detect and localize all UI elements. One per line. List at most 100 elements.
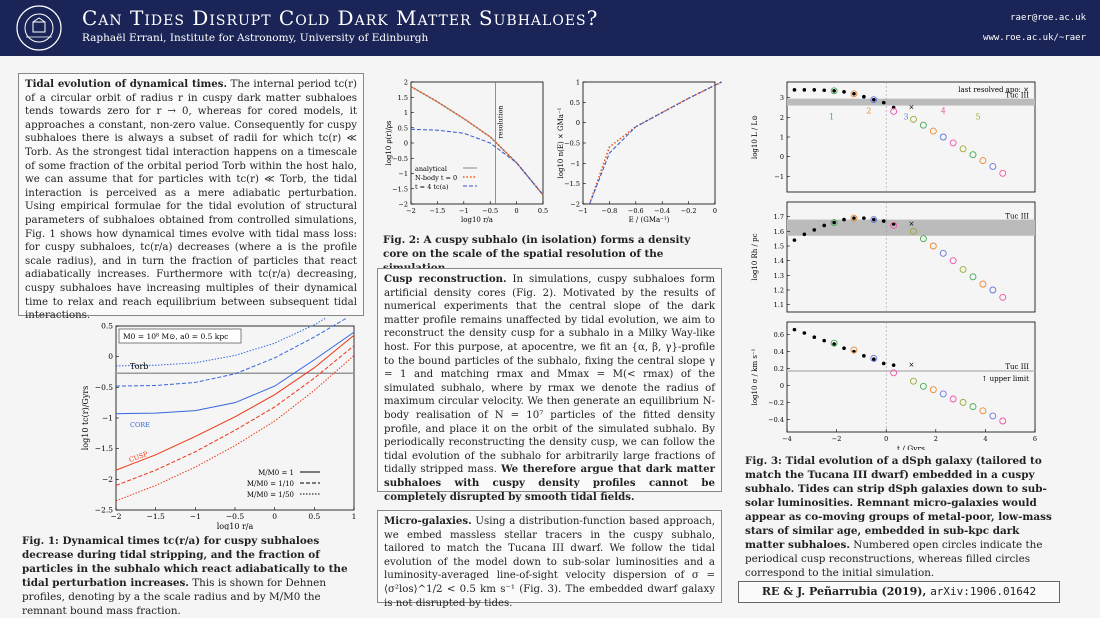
y-tick-label: 0.6 [774, 331, 784, 339]
y-tick-label: 1.5 [774, 243, 784, 251]
box1-text: The internal period tc(r) of a circular … [25, 79, 357, 322]
open-point [959, 145, 967, 153]
filled-point [881, 100, 886, 105]
open-point [870, 216, 878, 224]
open-point [890, 108, 898, 115]
open-point [959, 266, 967, 273]
fig1-series-line [115, 355, 355, 502]
box3-text: Using a distribution-function based appr… [384, 516, 715, 609]
fig3-caption-rest: Numbered open circles indicate the perio… [745, 539, 1043, 579]
tuc-label: Tuc III [1005, 92, 1029, 100]
filled-point [822, 223, 826, 228]
y-tick-label: 1.2 [774, 287, 784, 295]
filled-point [802, 88, 807, 92]
y-tick-label: 1.6 [774, 228, 784, 236]
y-tick-label: −2 [102, 475, 113, 484]
y-tick-label: −1.5 [95, 444, 113, 453]
poster-authors: Raphaël Errani, Institute for Astronomy,… [82, 32, 429, 44]
x-tick-label: 4 [983, 435, 987, 443]
x-tick-label: −1.5 [147, 512, 165, 521]
y-tick-label: 0.4 [774, 348, 784, 356]
open-point [910, 115, 917, 123]
open-point [939, 133, 947, 141]
tuc-label: Tuc III [1005, 213, 1029, 221]
panel-frame [786, 321, 1036, 433]
y-tick-label: 0.5 [398, 124, 408, 132]
open-point [949, 257, 957, 265]
filled-point [862, 94, 866, 99]
y-tick-label: −1 [398, 170, 408, 178]
x-tick-label: −0.5 [226, 512, 244, 521]
x-tick-label: −1 [459, 207, 469, 215]
x-tick-label: 0 [713, 207, 717, 215]
tuc-band [787, 98, 1035, 106]
open-point [910, 377, 917, 385]
reconstruction-marker: 1 [829, 112, 834, 121]
open-point [910, 227, 917, 235]
x-axis-label: log10 r/a [461, 216, 493, 224]
open-point [969, 151, 977, 159]
filled-point [802, 331, 807, 335]
open-point [999, 293, 1007, 301]
y-tick-label: 0.2 [774, 365, 784, 373]
y-tick-label: 0.5 [570, 99, 580, 107]
plot-frame [582, 81, 716, 205]
y-tick-label: −2 [570, 201, 580, 209]
y-axis-label: log10 ρ(r)/ρs [385, 120, 393, 165]
box2-bold: We therefore argue that dark matter subh… [384, 463, 715, 503]
box-cusp-reconstruction: Cusp reconstruction. In simulations, cus… [377, 268, 722, 503]
y-tick-label: 0 [780, 382, 784, 390]
box1-heading: Tidal evolution of dynamical times. [25, 78, 228, 90]
x-tick-label: −0.5 [482, 207, 498, 215]
y-tick-label: 0 [404, 140, 408, 148]
y-tick-label: 0 [780, 153, 784, 161]
tuc-band [787, 370, 1035, 372]
open-point [870, 354, 878, 362]
x-axis-label: log10 r/a [217, 522, 254, 530]
x-tick-label: 0.5 [308, 512, 320, 521]
open-point [969, 273, 977, 281]
legend-label: t = 4 tc(a) [415, 183, 449, 191]
last-resolved-marker: × [909, 220, 915, 228]
core-label: CORE [130, 421, 150, 429]
poster-header: Can Tides Disrupt Cold Dark Matter Subha… [0, 0, 1100, 56]
arxiv-link[interactable]: arXiv:1906.01642 [930, 585, 1037, 598]
x-tick-label: 0 [515, 207, 519, 215]
resolution-label: resolution [496, 105, 504, 138]
filled-point [792, 238, 797, 242]
filled-point [812, 228, 817, 232]
fig1-caption-bold: Fig. 1: Dynamical times tc(r/a) for cusp… [22, 535, 348, 589]
contact-url[interactable]: www.roe.ac.uk/~raer [983, 33, 1086, 43]
y-tick-label: 1 [404, 109, 408, 117]
label-box-text: M0 = 10⁸ M⊙, a0 = 0.5 kpc [123, 332, 228, 341]
last-resolved-marker: × [909, 361, 915, 369]
y-tick-label: −1.5 [392, 185, 408, 193]
y-tick-label: −1 [102, 414, 113, 423]
x-tick-label: −0.2 [681, 207, 697, 215]
y-tick-label: −0.5 [392, 155, 408, 163]
torb-label: Torb [130, 362, 148, 371]
filled-point [872, 217, 876, 222]
y-tick-label: −2 [398, 201, 408, 209]
x-tick-label: −2 [110, 512, 121, 521]
x-tick-label: −0.8 [602, 207, 618, 215]
filled-point [852, 216, 856, 220]
contact-email[interactable]: raer@roe.ac.uk [1010, 13, 1086, 23]
fig1-chart: −2 −1.5 −1 −0.5 0 0.5 1−2.5−2−1.5−1−0.500.5log… [81, 318, 357, 530]
y-tick-label: −1 [570, 160, 580, 168]
reference-box: RE & J. Peñarrubia (2019), arXiv:1906.01… [738, 581, 1060, 603]
y-tick-label: 1 [576, 79, 580, 87]
open-point [850, 346, 858, 354]
open-point [929, 242, 937, 250]
filled-point [822, 88, 826, 93]
x-tick-label: 1 [352, 512, 357, 521]
reference-text: RE & J. Peñarrubia (2019), [761, 585, 927, 598]
x-axis-label: t / Gyrs [897, 444, 925, 450]
filled-point [812, 88, 817, 92]
x-tick-label: −2 [832, 435, 842, 443]
open-point [989, 286, 997, 294]
y-tick-label: 1.5 [398, 94, 408, 102]
open-point [949, 139, 957, 147]
filled-point [842, 90, 846, 94]
poster-title: Can Tides Disrupt Cold Dark Matter Subha… [82, 6, 599, 30]
